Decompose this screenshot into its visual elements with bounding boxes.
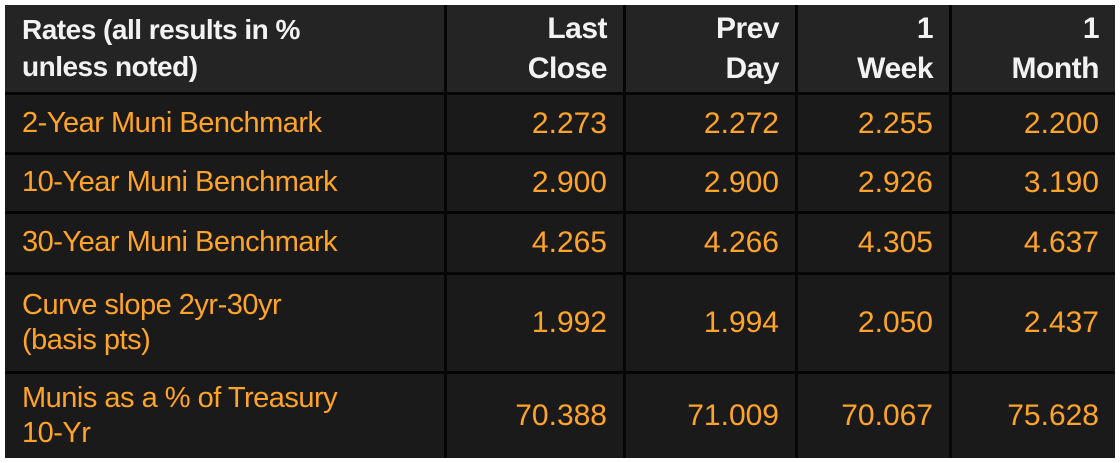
- row-label-munis-pct-treasury: Munis as a % of Treasury 10-Yr: [5, 374, 444, 458]
- value-cell: 75.628: [952, 374, 1115, 458]
- value-cell: 4.305: [798, 214, 949, 272]
- header-cell-prev-day: Prev Day: [626, 5, 795, 92]
- header-cell-1-week: 1 Week: [798, 5, 949, 92]
- value-cell: 2.900: [626, 155, 795, 211]
- value-cell: 2.437: [952, 275, 1115, 371]
- row-label-2yr-muni: 2-Year Muni Benchmark: [5, 95, 444, 152]
- header-cell-last-close: Last Close: [447, 5, 623, 92]
- value-cell: 71.009: [626, 374, 795, 458]
- value-cell: 3.190: [952, 155, 1115, 211]
- value-cell: 2.255: [798, 95, 949, 152]
- row-label-10yr-muni: 10-Year Muni Benchmark: [5, 155, 444, 211]
- value-cell: 70.067: [798, 374, 949, 458]
- value-cell: 2.900: [447, 155, 623, 211]
- rates-table: Rates (all results in % unless noted) La…: [5, 5, 1115, 458]
- row-label-30yr-muni: 30-Year Muni Benchmark: [5, 214, 444, 272]
- row-label-curve-slope: Curve slope 2yr-30yr (basis pts): [5, 275, 444, 371]
- value-cell: 2.200: [952, 95, 1115, 152]
- value-cell: 2.273: [447, 95, 623, 152]
- value-cell: 70.388: [447, 374, 623, 458]
- value-cell: 4.265: [447, 214, 623, 272]
- value-cell: 2.050: [798, 275, 949, 371]
- value-cell: 4.266: [626, 214, 795, 272]
- value-cell: 1.994: [626, 275, 795, 371]
- value-cell: 1.992: [447, 275, 623, 371]
- value-cell: 4.637: [952, 214, 1115, 272]
- value-cell: 2.272: [626, 95, 795, 152]
- header-cell-1-month: 1 Month: [952, 5, 1115, 92]
- header-cell-rates: Rates (all results in % unless noted): [5, 5, 444, 92]
- value-cell: 2.926: [798, 155, 949, 211]
